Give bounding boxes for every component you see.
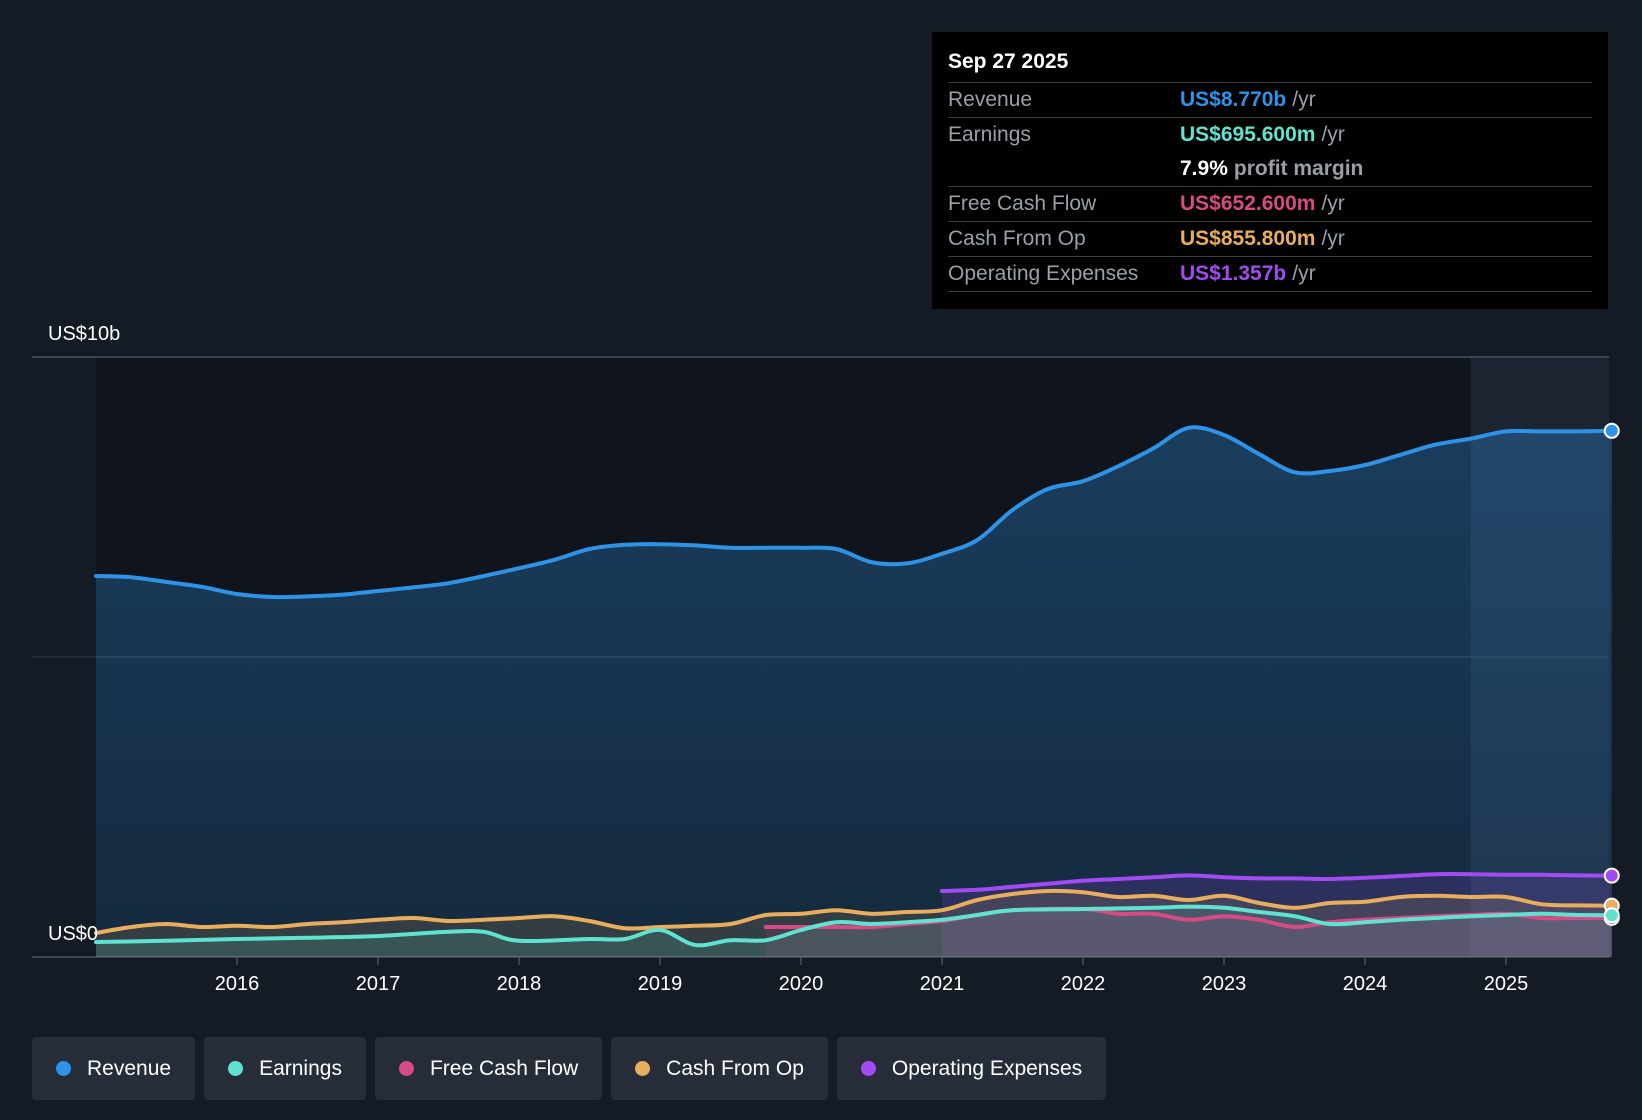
tooltip-value: US$855.800m	[1180, 227, 1316, 250]
x-tick-label: 2016	[215, 973, 260, 995]
tooltip-margin-value: 7.9%	[1180, 157, 1228, 180]
tooltip-row-cfo: Cash From Op US$855.800m /yr	[948, 222, 1592, 257]
x-tick-label: 2020	[779, 973, 824, 995]
tooltip-unit: /yr	[1321, 192, 1345, 215]
legend-label: Revenue	[87, 1056, 172, 1080]
tooltip-value: US$695.600m	[1180, 123, 1316, 146]
legend-dot-icon	[398, 1061, 414, 1076]
legend-label: Earnings	[259, 1056, 342, 1080]
x-tick-label: 2023	[1202, 973, 1247, 995]
x-tick-label: 2025	[1484, 973, 1529, 995]
tooltip-value: US$8.770b	[1180, 88, 1287, 111]
legend-item-earnings[interactable]: Earnings	[204, 1037, 366, 1100]
tooltip-unit: /yr	[1321, 123, 1345, 146]
legend-dot-icon	[228, 1061, 244, 1076]
series-end-marker-operating-expenses	[1603, 867, 1620, 884]
tooltip-value: US$1.357b	[1180, 262, 1287, 285]
tooltip-label: Earnings	[948, 123, 1031, 146]
tooltip-row-opex: Operating Expenses US$1.357b /yr	[948, 257, 1592, 292]
legend-label: Cash From Op	[666, 1056, 804, 1080]
legend-item-operating-expenses[interactable]: Operating Expenses	[836, 1037, 1107, 1100]
x-tick-label: 2018	[497, 973, 542, 995]
series-line-earnings	[94, 904, 1614, 948]
x-tick-label: 2024	[1343, 973, 1388, 995]
tooltip-unit: /yr	[1292, 88, 1316, 111]
series-line-revenue	[94, 425, 1614, 600]
series-area-earnings	[96, 906, 1612, 957]
series-area-revenue	[96, 427, 1612, 957]
tooltip-row-margin: 7.9% profit margin	[948, 152, 1592, 187]
legend-item-revenue[interactable]: Revenue	[32, 1037, 196, 1100]
y-axis-bottom-label: US$0	[48, 923, 98, 945]
legend: Revenue Earnings Free Cash Flow Cash Fro…	[32, 1037, 1107, 1100]
legend-label: Free Cash Flow	[429, 1056, 579, 1080]
tooltip-label: Cash From Op	[948, 227, 1086, 250]
x-tick-label: 2021	[920, 973, 965, 995]
x-tick-label: 2017	[356, 973, 401, 995]
tooltip-label: Free Cash Flow	[948, 192, 1097, 215]
legend-item-cash-from-op[interactable]: Cash From Op	[611, 1037, 828, 1100]
series-line-operating-expenses	[940, 872, 1614, 893]
tooltip-unit: /yr	[1321, 227, 1345, 250]
series-line-cash-from-op	[94, 888, 1614, 935]
chart-svg: US$10b US$0 2016 2017 2018 2019 2020 2021 2022…	[32, 323, 1620, 995]
x-tick-label: 2022	[1061, 973, 1106, 995]
tooltip-row-earnings: Earnings US$695.600m /yr	[948, 118, 1592, 152]
series-end-marker-revenue	[1603, 422, 1620, 439]
tooltip-value: US$652.600m	[1180, 192, 1316, 215]
legend-label: Operating Expenses	[891, 1056, 1083, 1080]
y-axis-top-label: US$10b	[48, 323, 120, 345]
legend-dot-icon	[56, 1061, 71, 1076]
tooltip-row-revenue: Revenue US$8.770b /yr	[948, 83, 1592, 118]
tooltip-label: Operating Expenses	[948, 262, 1139, 285]
legend-dot-icon	[635, 1061, 651, 1076]
tooltip-label: Revenue	[948, 88, 1033, 111]
x-tick-label: 2019	[638, 973, 683, 995]
tooltip-panel: Sep 27 2025 Revenue US$8.770b /yr Earnin…	[932, 32, 1608, 309]
tooltip-row-fcf: Free Cash Flow US$652.600m /yr	[948, 187, 1592, 222]
legend-item-free-cash-flow[interactable]: Free Cash Flow	[374, 1037, 603, 1100]
tooltip-margin-text: profit margin	[1233, 157, 1364, 180]
tooltip-date: Sep 27 2025	[948, 46, 1592, 83]
legend-dot-icon	[860, 1061, 876, 1076]
series-end-marker-earnings	[1603, 907, 1620, 924]
tooltip-unit: /yr	[1292, 262, 1316, 285]
